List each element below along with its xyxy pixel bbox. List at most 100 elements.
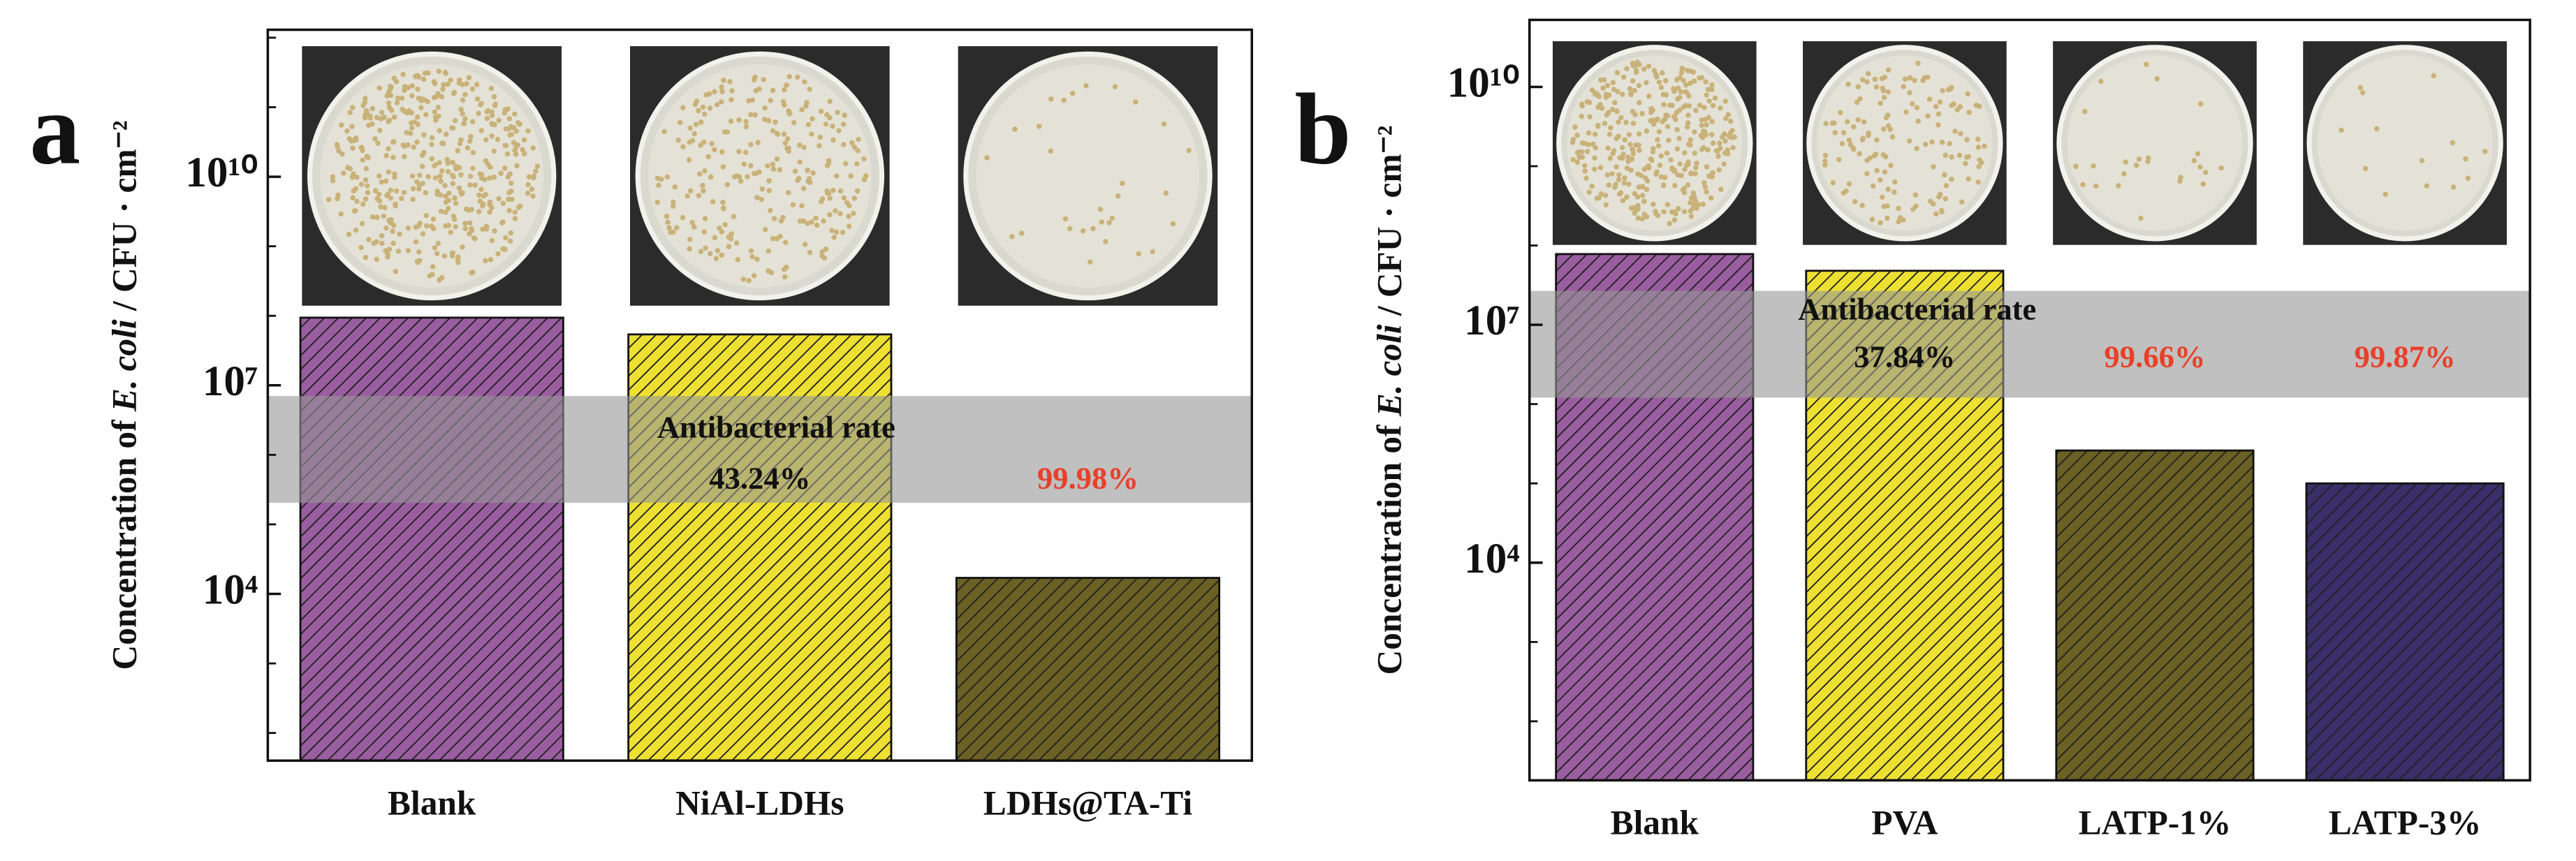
- colony: [464, 145, 471, 151]
- colony: [1672, 182, 1678, 189]
- colony: [1692, 129, 1697, 135]
- colony: [720, 164, 726, 170]
- colony: [719, 89, 725, 95]
- colony: [379, 110, 385, 115]
- colony: [379, 233, 385, 239]
- colony: [1732, 134, 1738, 140]
- colony: [445, 168, 451, 175]
- colony: [434, 191, 441, 197]
- colony: [2177, 178, 2183, 184]
- colony: [712, 235, 718, 241]
- colony: [1688, 170, 1694, 177]
- colony: [385, 251, 390, 258]
- colony: [522, 151, 527, 156]
- colony: [489, 237, 495, 244]
- colony: [1582, 168, 1588, 174]
- colony: [1907, 89, 1912, 96]
- colony: [809, 219, 814, 225]
- colony: [686, 157, 692, 163]
- colony: [1913, 203, 1919, 209]
- colony: [432, 109, 438, 115]
- colony: [1579, 113, 1585, 119]
- colony: [423, 112, 429, 117]
- colony: [1676, 135, 1682, 141]
- colony: [1722, 138, 1728, 144]
- colony: [353, 186, 359, 192]
- colony: [1683, 89, 1689, 95]
- colony: [1681, 78, 1686, 84]
- colony: [719, 252, 724, 258]
- colony: [487, 209, 492, 215]
- colony: [387, 87, 393, 93]
- colony: [1935, 122, 1941, 128]
- y-axis-label: Concentration of E. coli / CFU · cm⁻²: [105, 120, 144, 670]
- y-tick-label: 10¹⁰: [185, 149, 258, 196]
- colony: [445, 81, 451, 87]
- colony: [374, 115, 380, 120]
- colony: [1664, 202, 1671, 207]
- colony: [1901, 84, 1907, 89]
- colony: [455, 148, 461, 154]
- colony: [671, 229, 676, 235]
- colony: [1610, 106, 1616, 112]
- colony: [381, 213, 387, 219]
- colony: [784, 136, 791, 142]
- colony: [847, 203, 852, 209]
- colony: [1914, 145, 1919, 152]
- colony: [1702, 179, 1707, 186]
- colony: [1729, 128, 1735, 133]
- colony: [371, 240, 376, 246]
- colony: [1836, 156, 1842, 163]
- colony: [805, 168, 810, 174]
- colony: [786, 74, 792, 80]
- colony: [790, 202, 796, 208]
- colony: [336, 148, 342, 154]
- colony: [1935, 111, 1942, 117]
- colony: [1648, 117, 1653, 124]
- colony: [1681, 209, 1688, 214]
- colony: [817, 142, 822, 149]
- colony: [770, 166, 777, 172]
- colony: [467, 220, 473, 226]
- colony: [785, 190, 791, 196]
- colony: [1660, 91, 1667, 98]
- colony: [422, 71, 428, 76]
- colony: [666, 225, 672, 231]
- colony: [1710, 140, 1716, 146]
- colony: [1864, 79, 1870, 85]
- colony: [1691, 78, 1697, 84]
- colony: [1186, 147, 1192, 154]
- colony: [476, 192, 482, 198]
- colony: [365, 189, 371, 196]
- colony: [369, 105, 376, 112]
- colony: [1883, 154, 1889, 160]
- colony: [1697, 75, 1702, 81]
- colony: [508, 131, 515, 138]
- colony: [495, 251, 501, 257]
- colony: [1664, 150, 1670, 156]
- colony: [818, 198, 824, 205]
- colony: [484, 115, 490, 122]
- y-axis-label-part: E. coli: [1370, 324, 1409, 417]
- colony: [446, 205, 451, 212]
- colony: [664, 174, 671, 180]
- colony: [429, 141, 434, 147]
- colony: [1698, 133, 1704, 138]
- colony: [736, 149, 742, 154]
- colony: [432, 175, 439, 181]
- colony: [2121, 171, 2127, 177]
- colony: [394, 100, 400, 105]
- colony: [1891, 189, 1897, 195]
- colony: [508, 188, 514, 194]
- colony: [478, 186, 484, 193]
- colony: [1632, 87, 1637, 94]
- colony: [502, 165, 508, 171]
- colony: [1593, 145, 1599, 151]
- colony: [1685, 112, 1691, 118]
- colony: [349, 124, 355, 130]
- colony: [383, 178, 389, 184]
- colony: [833, 208, 838, 214]
- colony: [492, 228, 497, 234]
- colony: [851, 145, 858, 150]
